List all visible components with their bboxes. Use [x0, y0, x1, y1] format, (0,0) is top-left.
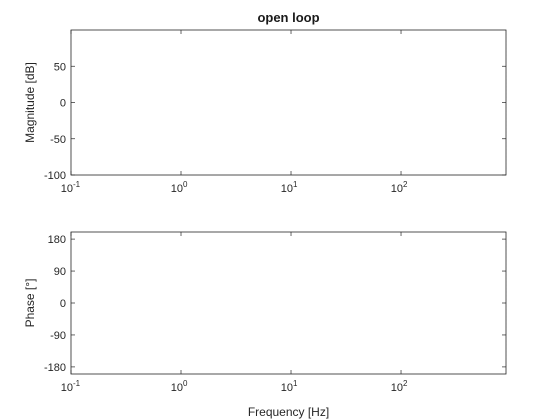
x-axis-label: Frequency [Hz] — [248, 405, 329, 419]
x-tick-label-base: 10 — [61, 183, 73, 195]
y-tick-label: -50 — [50, 134, 66, 146]
y-tick-label: -90 — [50, 330, 66, 342]
x-tick-label-base: 10 — [391, 183, 403, 195]
y-tick-label: 0 — [60, 298, 66, 310]
x-tick-label-base: 10 — [281, 183, 293, 195]
x-tick-label-base: 10 — [281, 382, 293, 394]
x-tick-label-exponent: 1 — [293, 379, 298, 388]
y-tick-label: -100 — [44, 170, 66, 182]
x-tick-label-exponent: 2 — [403, 379, 408, 388]
x-tick-label-base: 10 — [171, 183, 183, 195]
y-tick-label: 180 — [48, 234, 66, 246]
axes-frame — [71, 232, 506, 374]
y-tick-label: 90 — [54, 266, 66, 278]
chart-title: open loop — [257, 10, 319, 25]
x-tick-label-exponent: 0 — [183, 180, 188, 189]
y-tick-label: 0 — [60, 98, 66, 110]
y-tick-label: 50 — [54, 61, 66, 73]
x-tick-label-base: 10 — [61, 382, 73, 394]
axes-frame — [71, 30, 506, 175]
x-tick-label-exponent: -1 — [73, 180, 81, 189]
x-tick-label-exponent: 1 — [293, 180, 298, 189]
x-tick-label-exponent: -1 — [73, 379, 81, 388]
x-tick-label-base: 10 — [171, 382, 183, 394]
y-axis-label: Magnitude [dB] — [23, 62, 37, 143]
x-tick-label-exponent: 2 — [403, 180, 408, 189]
y-tick-label: -180 — [44, 362, 66, 374]
x-tick-label-exponent: 0 — [183, 379, 188, 388]
x-tick-label-base: 10 — [391, 382, 403, 394]
y-axis-label: Phase [°] — [23, 279, 37, 328]
